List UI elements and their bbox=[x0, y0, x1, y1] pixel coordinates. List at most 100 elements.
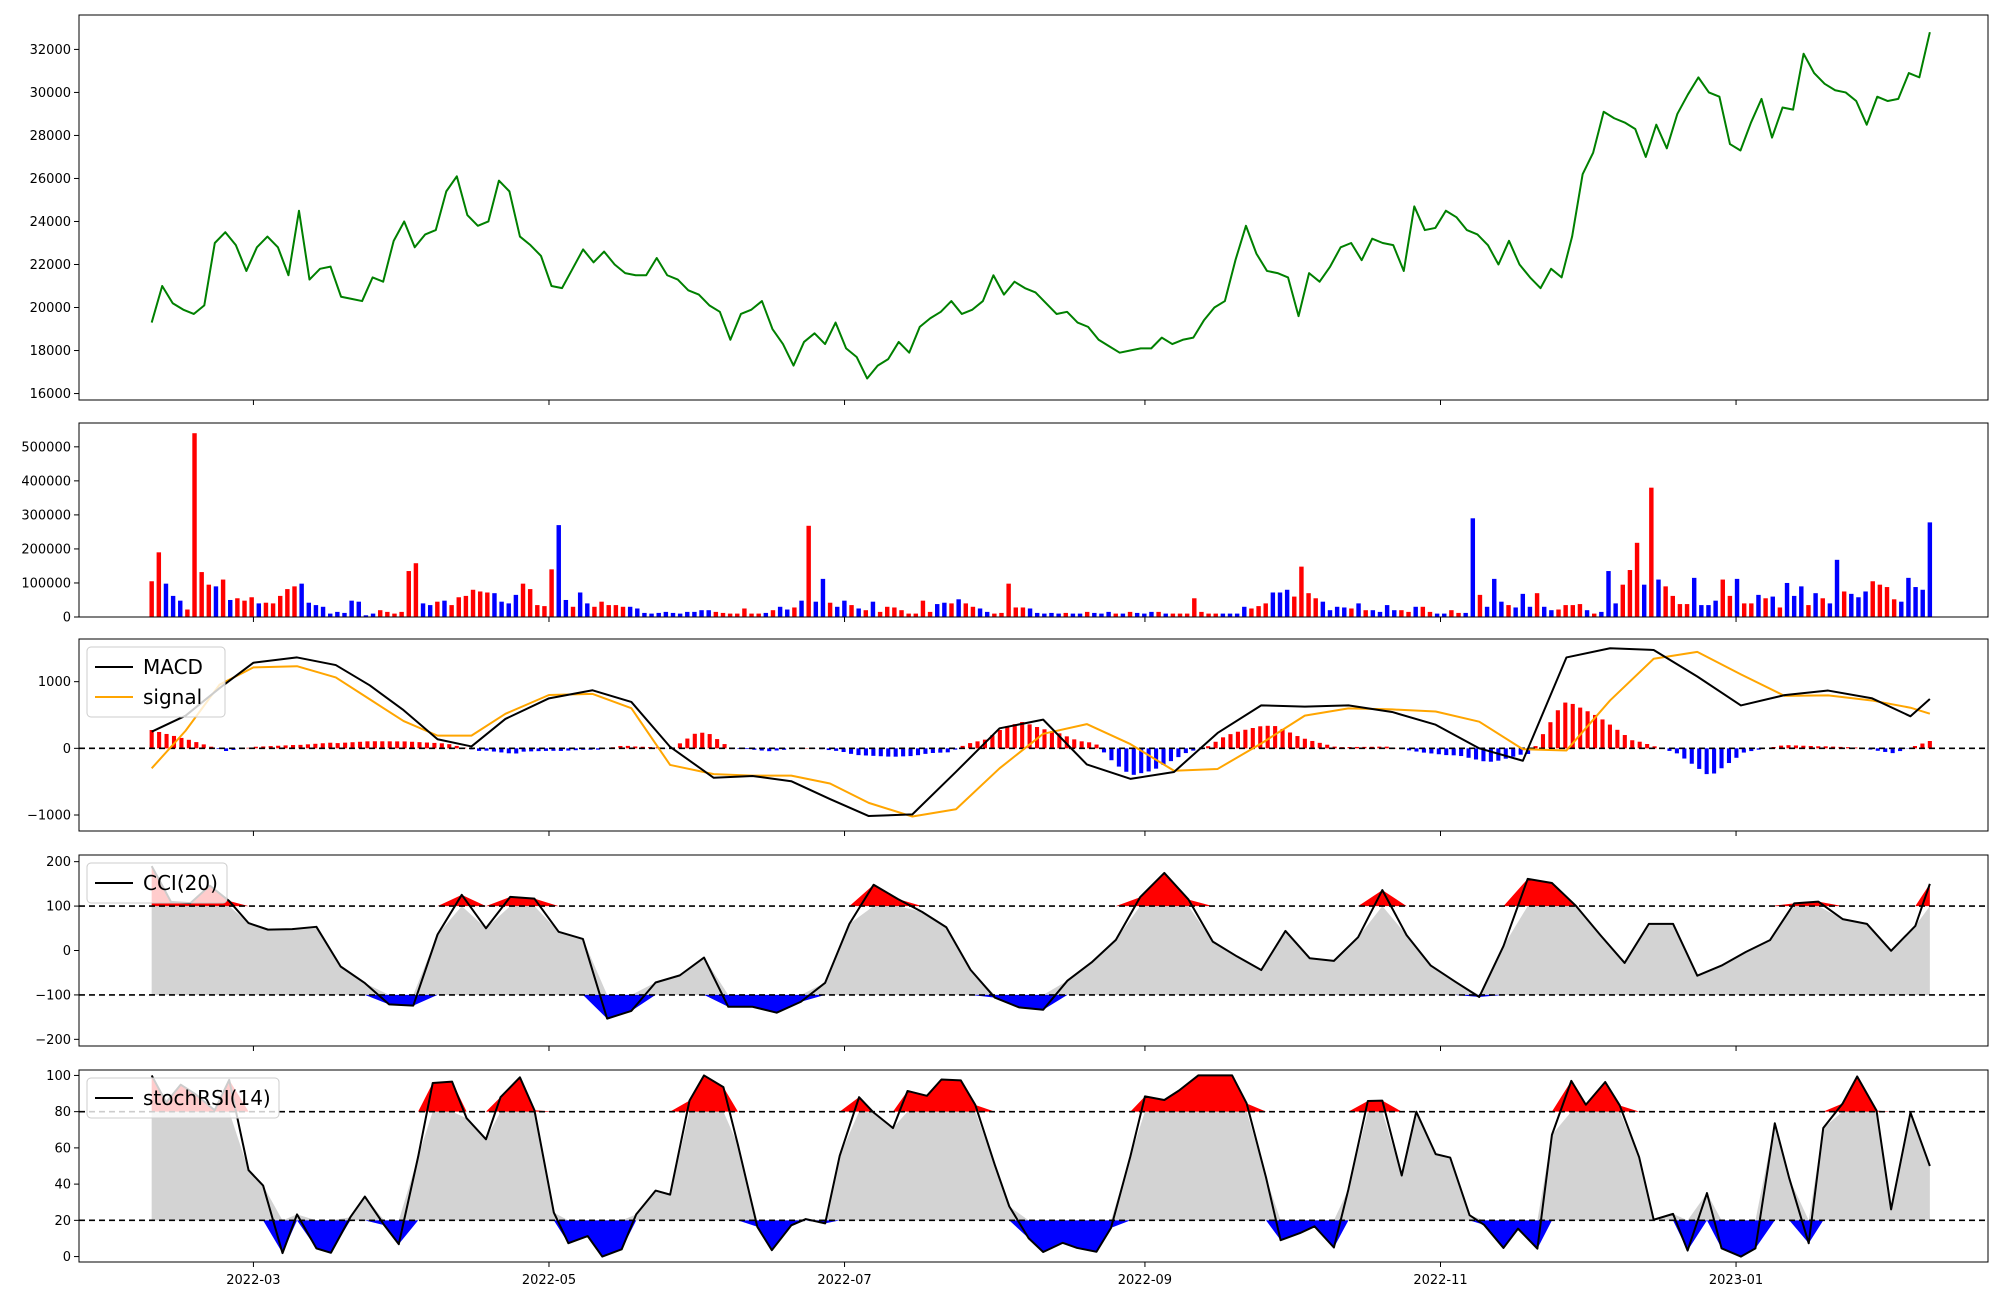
macd-histogram-bar bbox=[1317, 742, 1322, 749]
volume-bar bbox=[1220, 613, 1226, 617]
macd-histogram-bar bbox=[968, 743, 973, 749]
cci-oversold-fill bbox=[151, 994, 1930, 1019]
macd-histogram-bar bbox=[521, 748, 526, 752]
volume-bar bbox=[892, 607, 897, 617]
macd-histogram-bar bbox=[328, 742, 333, 749]
volume-bar bbox=[420, 603, 426, 617]
macd-legend-label: MACD bbox=[143, 655, 203, 679]
volume-bar bbox=[1263, 603, 1268, 617]
macd-histogram-bar bbox=[1622, 735, 1627, 749]
volume-bar bbox=[585, 603, 590, 617]
macd-histogram-bar bbox=[1146, 748, 1151, 772]
volume-bar bbox=[749, 613, 754, 617]
volume-bar bbox=[606, 605, 611, 617]
volume-bar bbox=[1077, 613, 1083, 617]
macd-histogram-bar bbox=[1682, 748, 1687, 759]
macd-histogram-bar bbox=[1920, 743, 1925, 749]
cci-ytick-label: 0 bbox=[63, 944, 71, 959]
volume-bar bbox=[435, 601, 440, 617]
volume-bar bbox=[1556, 609, 1561, 617]
macd-histogram-bar bbox=[1697, 748, 1702, 769]
macd-histogram-bar bbox=[1570, 703, 1575, 749]
volume-bar bbox=[656, 612, 661, 617]
macd-histogram-bar bbox=[1578, 707, 1583, 749]
macd-histogram-bar bbox=[1005, 726, 1010, 749]
macd-histogram-bar bbox=[1875, 748, 1880, 751]
volume-bar bbox=[1913, 587, 1918, 617]
stochrsi-legend-label: stochRSI(14) bbox=[143, 1086, 271, 1110]
cci-legend-label: CCI(20) bbox=[143, 871, 218, 895]
volume-bar bbox=[1213, 613, 1218, 617]
volume-bar bbox=[1227, 613, 1233, 617]
price-ytick-label: 18000 bbox=[30, 344, 71, 359]
volume-bar bbox=[385, 611, 390, 617]
macd-histogram-bar bbox=[1712, 748, 1717, 774]
volume-bar bbox=[885, 606, 890, 617]
volume-bar bbox=[199, 572, 204, 617]
stochrsi-legend-box bbox=[86, 1077, 280, 1119]
volume-bar bbox=[863, 610, 869, 617]
volume-bar bbox=[1841, 591, 1847, 617]
stochrsi-band-fill bbox=[151, 1111, 1930, 1221]
macd-ytick-label: 0 bbox=[63, 742, 71, 757]
volume-bar bbox=[1777, 607, 1783, 617]
macd-histogram-bar bbox=[1526, 748, 1531, 754]
macd-histogram-bar bbox=[551, 748, 556, 751]
macd-histogram-bar bbox=[1235, 731, 1240, 749]
volume-bar bbox=[313, 605, 319, 617]
volume-bar bbox=[949, 603, 954, 617]
volume-bar bbox=[1492, 578, 1497, 617]
macd-histogram-bar bbox=[1593, 714, 1598, 749]
volume-bar bbox=[1134, 612, 1140, 617]
macd-histogram-bar bbox=[283, 745, 288, 749]
series-cci bbox=[150, 865, 1931, 1020]
volume-bar bbox=[1891, 599, 1897, 617]
volume-bar bbox=[1699, 605, 1704, 617]
volume-bar bbox=[1806, 605, 1811, 617]
volume-bar bbox=[849, 605, 854, 617]
volume-bar bbox=[513, 594, 519, 617]
price-ytick-label: 26000 bbox=[30, 172, 71, 187]
volume-bar bbox=[1049, 612, 1054, 617]
macd-histogram-bar bbox=[1109, 748, 1114, 761]
volume-bar bbox=[1834, 559, 1840, 617]
volume-bar bbox=[320, 606, 326, 617]
volume-bar bbox=[1420, 606, 1426, 617]
volume-bar bbox=[1284, 589, 1290, 617]
volume-bar bbox=[1613, 603, 1618, 617]
macd-histogram-bar bbox=[1823, 746, 1828, 749]
volume-bar bbox=[735, 613, 740, 617]
cci-legend-box bbox=[86, 862, 228, 904]
volume-bar bbox=[1449, 610, 1454, 617]
macd-histogram-bar bbox=[1726, 748, 1732, 764]
volume-bar bbox=[806, 525, 811, 617]
macd-histogram-bar bbox=[1332, 746, 1337, 749]
volume-bar bbox=[1570, 605, 1576, 617]
macd-histogram-bar bbox=[1808, 746, 1813, 749]
macd-histogram-bar bbox=[1139, 748, 1144, 774]
x-axis-tick-label: 2022-03 bbox=[226, 1273, 280, 1288]
price-line bbox=[150, 31, 1931, 380]
cci-ytick-label: −100 bbox=[35, 988, 71, 1003]
volume-bar bbox=[1184, 613, 1190, 617]
macd-histogram-bar bbox=[908, 748, 913, 757]
price-panel-frame bbox=[78, 14, 1989, 401]
macd-histogram-bar bbox=[930, 748, 935, 753]
volume-bar bbox=[1027, 608, 1033, 617]
macd-histogram-bar bbox=[194, 742, 199, 749]
macd-histogram-bar bbox=[454, 745, 459, 749]
macd-histogram-bar bbox=[1027, 724, 1032, 749]
volume-bar bbox=[827, 602, 833, 617]
volume-bar bbox=[706, 610, 711, 617]
macd-histogram-bar bbox=[901, 748, 906, 757]
volume-bar bbox=[1684, 604, 1690, 617]
macd-histogram-bar bbox=[1206, 746, 1211, 749]
volume-bar bbox=[992, 613, 997, 617]
macd-histogram-bar bbox=[707, 734, 712, 749]
volume-bar bbox=[1192, 598, 1197, 617]
macd-histogram-bar bbox=[164, 733, 169, 749]
macd-histogram-bar bbox=[997, 729, 1002, 749]
macd-histogram-bar bbox=[410, 741, 415, 749]
volume-ytick-label: 100000 bbox=[21, 576, 71, 591]
volume-bar bbox=[1320, 601, 1326, 617]
